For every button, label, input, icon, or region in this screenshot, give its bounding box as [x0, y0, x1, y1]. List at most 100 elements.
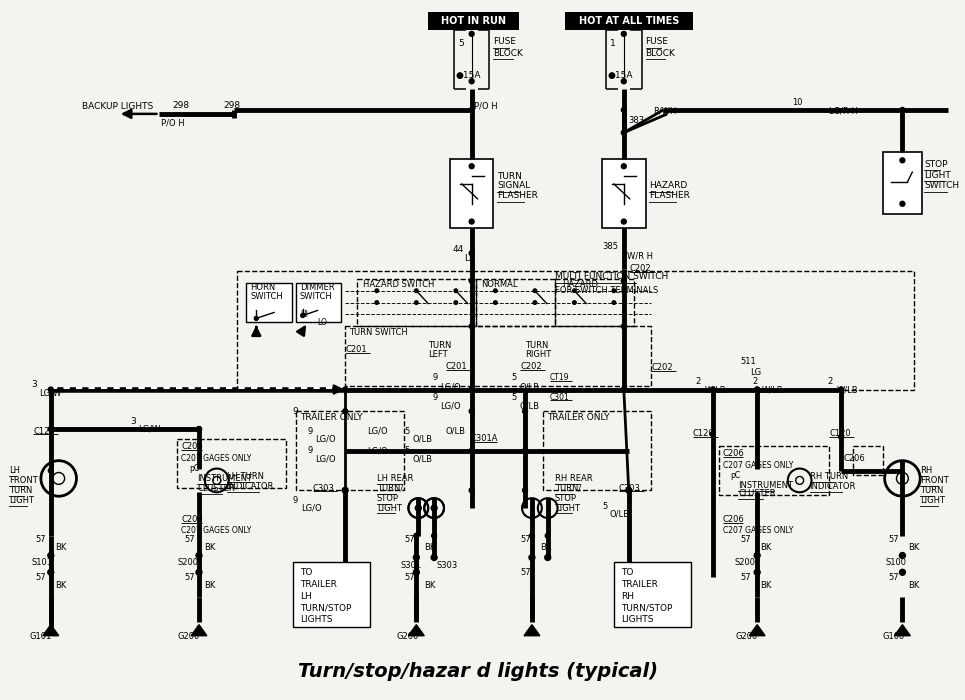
Text: TRAILER ONLY: TRAILER ONLY	[547, 413, 609, 421]
Text: C202: C202	[520, 363, 541, 371]
Circle shape	[899, 552, 905, 559]
Text: 5: 5	[511, 373, 516, 382]
Circle shape	[533, 289, 537, 293]
Text: C201: C201	[345, 346, 367, 354]
Bar	[428, 12, 519, 30]
Text: G101: G101	[29, 632, 51, 641]
Text: DIMMER: DIMMER	[300, 284, 335, 293]
Text: 57: 57	[740, 573, 751, 582]
Text: 9: 9	[292, 407, 298, 416]
Text: BK: BK	[55, 543, 67, 552]
Text: FUSE: FUSE	[493, 37, 516, 46]
Text: 298: 298	[173, 102, 189, 111]
Polygon shape	[408, 624, 425, 636]
Text: 5: 5	[404, 426, 410, 435]
Polygon shape	[191, 624, 207, 636]
Text: P/O H: P/O H	[161, 118, 185, 127]
Circle shape	[621, 108, 626, 113]
Text: LIGHTS: LIGHTS	[620, 615, 653, 624]
Circle shape	[572, 301, 576, 304]
Text: 5: 5	[511, 393, 516, 402]
Text: 2: 2	[827, 377, 833, 386]
Text: 1: 1	[610, 39, 616, 48]
Text: O/LB: O/LB	[610, 510, 630, 519]
Text: 9: 9	[308, 447, 313, 455]
Text: LEFT: LEFT	[428, 351, 448, 359]
Text: BK: BK	[908, 580, 920, 589]
Text: C303: C303	[619, 484, 641, 493]
Circle shape	[839, 435, 843, 440]
Circle shape	[621, 79, 626, 84]
Circle shape	[197, 426, 202, 431]
Circle shape	[755, 552, 760, 559]
Text: 57: 57	[184, 573, 195, 582]
Text: S301: S301	[400, 561, 422, 570]
Text: 383: 383	[629, 116, 645, 125]
Text: C206: C206	[181, 515, 203, 524]
Circle shape	[545, 533, 550, 538]
Text: 57: 57	[520, 568, 531, 577]
Text: TRAILER: TRAILER	[620, 580, 658, 589]
Text: S100: S100	[886, 558, 906, 567]
Circle shape	[493, 301, 497, 304]
Text: LG/W: LG/W	[39, 389, 61, 398]
Text: RH: RH	[921, 466, 932, 475]
Circle shape	[621, 219, 626, 224]
Text: BK: BK	[204, 543, 215, 552]
Circle shape	[839, 387, 843, 392]
Text: TURN: TURN	[921, 486, 944, 495]
Bar	[602, 160, 646, 228]
Circle shape	[621, 130, 626, 135]
Bar	[236, 271, 914, 389]
Text: STOP: STOP	[555, 494, 577, 503]
Text: 57: 57	[35, 536, 45, 544]
Text: BK: BK	[539, 543, 551, 552]
Circle shape	[469, 32, 474, 36]
Circle shape	[625, 487, 632, 494]
Text: 2: 2	[753, 377, 758, 386]
Text: LG/O: LG/O	[440, 402, 460, 411]
Text: BK: BK	[55, 580, 67, 589]
Text: C120: C120	[33, 426, 55, 435]
Text: C206: C206	[843, 454, 865, 463]
Text: W/R H: W/R H	[626, 251, 652, 260]
Text: ●15A: ●15A	[608, 71, 633, 80]
Text: O/LB: O/LB	[519, 382, 539, 391]
Text: LIGHT: LIGHT	[376, 503, 401, 512]
Text: HOT IN RUN: HOT IN RUN	[441, 16, 506, 26]
Circle shape	[469, 251, 474, 256]
Text: LG/R H: LG/R H	[829, 106, 858, 116]
Circle shape	[621, 324, 626, 329]
Text: 57: 57	[520, 536, 531, 544]
Text: LIGHTS: LIGHTS	[300, 615, 332, 624]
Circle shape	[710, 431, 715, 436]
Bar	[178, 439, 286, 489]
Text: 57: 57	[889, 573, 899, 582]
Text: 57: 57	[740, 536, 751, 544]
Polygon shape	[42, 624, 59, 636]
Text: G100: G100	[883, 632, 905, 641]
Text: LG: LG	[750, 368, 761, 377]
Circle shape	[469, 488, 474, 493]
Text: C120: C120	[693, 430, 715, 438]
Circle shape	[301, 314, 305, 317]
Circle shape	[612, 289, 616, 293]
Bar	[853, 446, 883, 475]
Text: 57: 57	[404, 573, 415, 582]
Circle shape	[899, 569, 905, 575]
Text: TURN SWITCH: TURN SWITCH	[349, 328, 408, 337]
Text: C206: C206	[723, 515, 744, 524]
Text: BK: BK	[908, 543, 920, 552]
Text: INDICATOR: INDICATOR	[810, 482, 856, 491]
Text: SWITCH: SWITCH	[300, 292, 333, 301]
Circle shape	[414, 533, 419, 538]
Circle shape	[755, 387, 759, 392]
Text: S101: S101	[31, 558, 52, 567]
Text: LIGHT: LIGHT	[921, 496, 945, 505]
Circle shape	[197, 426, 202, 431]
Circle shape	[533, 301, 537, 304]
Text: C303: C303	[313, 484, 335, 493]
Text: TURN: TURN	[525, 341, 548, 349]
Circle shape	[755, 387, 759, 392]
Text: C202: C202	[651, 363, 674, 372]
